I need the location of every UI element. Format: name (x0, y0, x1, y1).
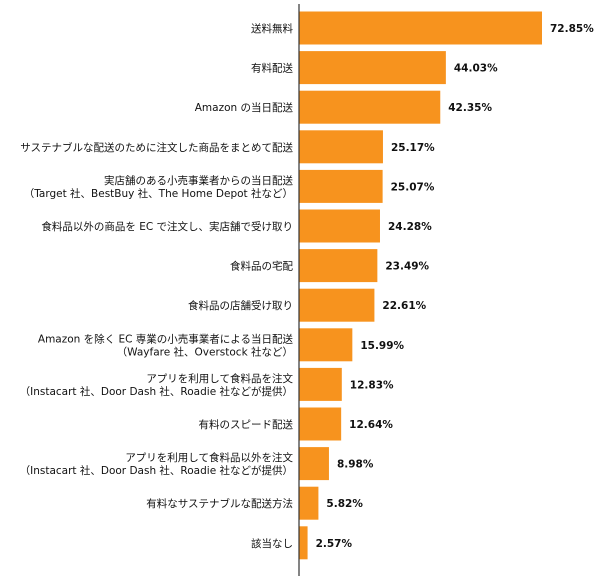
category-label: サステナブルな配送のために注文した商品をまとめて配送 (20, 141, 293, 154)
category-label-line: Amazon の当日配送 (195, 101, 294, 114)
bar (299, 367, 342, 401)
value-labels: 72.85% 44.03% 42.35% 25.17% 25.07% 24.28% 23.4… (316, 23, 595, 550)
category-label-line: 送料無料 (251, 22, 293, 35)
category-label-line: 食料品の宅配 (230, 260, 293, 273)
category-label: 食料品の店舗受け取り (188, 299, 293, 312)
bar (299, 328, 353, 362)
bar (299, 407, 342, 441)
bar-value-label: 2.57% (316, 538, 353, 550)
bar (299, 51, 446, 85)
category-label-line: 食料品以外の商品を EC で注文し、実店舗で受け取り (41, 220, 293, 233)
category-label: Amazon を除く EC 専業の小売事業者による当日配送（Wayfare 社、… (38, 332, 294, 358)
category-label-line: 該当なし (251, 537, 293, 550)
bar (299, 209, 380, 243)
category-label: 有料のスピード配送 (199, 418, 294, 431)
category-label-line: サステナブルな配送のために注文した商品をまとめて配送 (20, 141, 293, 154)
bar (299, 130, 383, 164)
bar-value-label: 42.35% (448, 102, 492, 114)
category-label-line: 実店舗のある小売事業者からの当日配送 (104, 174, 293, 187)
bar-value-label: 12.83% (350, 379, 394, 391)
category-label-line: アプリを利用して食料品を注文 (146, 372, 293, 385)
bar-value-label: 24.28% (388, 221, 432, 233)
category-label: 該当なし (251, 537, 293, 550)
category-label: アプリを利用して食料品以外を注文（Instacart 社、Door Dash 社… (20, 451, 294, 477)
bar-value-label: 44.03% (454, 63, 498, 75)
category-label: 実店舗のある小売事業者からの当日配送（Target 社、BestBuy 社、Th… (24, 174, 294, 200)
category-label: 食料品の宅配 (230, 260, 293, 273)
bar (299, 288, 375, 322)
bar-value-label: 25.17% (391, 142, 435, 154)
bar-value-label: 25.07% (391, 181, 435, 193)
category-label-line: （Wayfare 社、Overstock 社など） (117, 345, 293, 358)
bar (299, 90, 441, 124)
bar (299, 447, 329, 481)
category-label: 食料品以外の商品を EC で注文し、実店舗で受け取り (41, 220, 293, 233)
category-label-line: Amazon を除く EC 専業の小売事業者による当日配送 (38, 332, 294, 345)
bar (299, 486, 319, 520)
bar-value-label: 12.64% (349, 419, 393, 431)
bar (299, 526, 308, 560)
bar-value-label: 23.49% (385, 261, 429, 273)
category-label: 有料なサステナブルな配送方法 (146, 497, 293, 510)
bar (299, 169, 383, 203)
bar (299, 249, 378, 283)
category-label-line: アプリを利用して食料品以外を注文 (125, 451, 293, 464)
category-label-line: （Instacart 社、Door Dash 社、Roadie 社などが提供） (20, 464, 293, 477)
category-label-line: 有料配送 (251, 62, 293, 75)
bar-value-label: 15.99% (360, 340, 404, 352)
category-label: 送料無料 (251, 22, 293, 35)
category-label: 有料配送 (251, 62, 293, 75)
category-label-line: 有料なサステナブルな配送方法 (146, 497, 293, 510)
category-label-line: （Instacart 社、Door Dash 社、Roadie 社などが提供） (20, 385, 293, 398)
category-label: アプリを利用して食料品を注文（Instacart 社、Door Dash 社、R… (20, 372, 294, 398)
bar-value-label: 5.82% (326, 498, 363, 510)
category-label: Amazon の当日配送 (195, 101, 294, 114)
bar-value-label: 8.98% (337, 459, 374, 471)
bars-group (299, 11, 542, 560)
category-label-line: 有料のスピード配送 (199, 418, 294, 431)
bar (299, 11, 542, 45)
bar-value-label: 22.61% (382, 300, 426, 312)
bar-value-label: 72.85% (550, 23, 594, 35)
category-label-line: （Target 社、BestBuy 社、The Home Depot 社など） (24, 187, 293, 200)
category-label-line: 食料品の店舗受け取り (188, 299, 293, 312)
